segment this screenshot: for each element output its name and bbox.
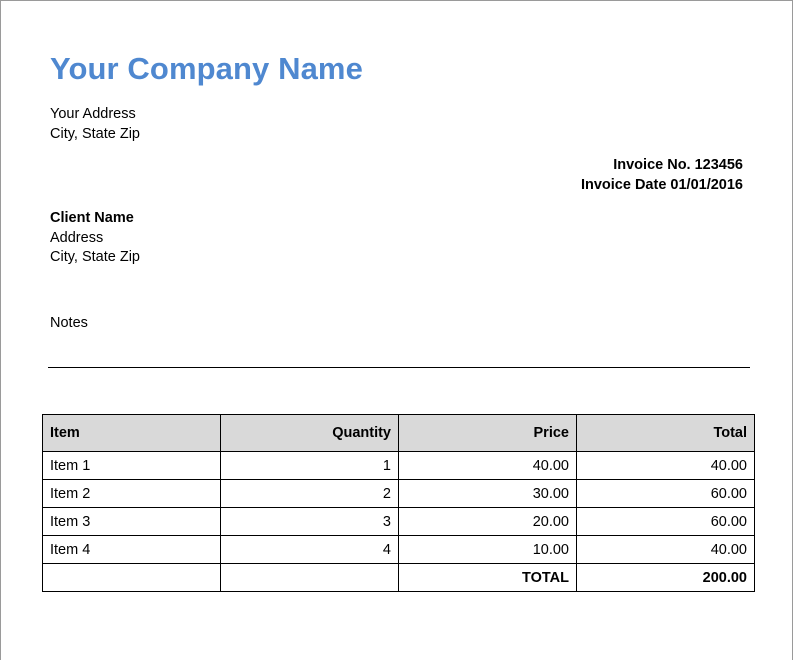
row-total: 60.00 <box>576 507 755 536</box>
client-name: Client Name <box>50 210 134 226</box>
row-quantity: 3 <box>220 507 399 536</box>
row-total: 40.00 <box>576 535 755 564</box>
table-row: Item 2 2 30.00 60.00 <box>42 479 755 508</box>
header-item: Item <box>42 414 221 452</box>
total-row-empty-quantity <box>220 563 399 592</box>
invoice-date: Invoice Date 01/01/2016 <box>580 177 743 193</box>
row-item: Item 4 <box>42 535 221 564</box>
total-value: 200.00 <box>576 563 755 592</box>
table-row: Item 4 4 10.00 40.00 <box>42 535 755 564</box>
company-city-state-zip: City, State Zip <box>50 126 140 142</box>
client-city-state-zip: City, State Zip <box>50 249 140 265</box>
table-total-row: TOTAL 200.00 <box>42 563 755 592</box>
header-price: Price <box>398 414 577 452</box>
total-label: TOTAL <box>398 563 577 592</box>
notes-label: Notes <box>50 315 88 331</box>
row-item: Item 1 <box>42 451 221 480</box>
row-price: 40.00 <box>398 451 577 480</box>
notes-divider <box>48 367 750 368</box>
table-row: Item 1 1 40.00 40.00 <box>42 451 755 480</box>
invoice-meta: Invoice No. 123456 Invoice Date 01/01/20… <box>581 155 743 195</box>
client-address: Address <box>50 230 104 246</box>
row-price: 20.00 <box>398 507 577 536</box>
row-quantity: 1 <box>220 451 399 480</box>
company-address: Your Address <box>50 106 136 122</box>
row-total: 60.00 <box>576 479 755 508</box>
row-item: Item 2 <box>42 479 221 508</box>
table-row: Item 3 3 20.00 60.00 <box>42 507 755 536</box>
items-table: Item Quantity Price Total Item 1 1 40.00… <box>42 414 755 592</box>
header-total: Total <box>576 414 755 452</box>
row-total: 40.00 <box>576 451 755 480</box>
table-header-row: Item Quantity Price Total <box>42 414 755 452</box>
row-price: 10.00 <box>398 535 577 564</box>
company-name: Your Company Name <box>50 51 363 86</box>
row-quantity: 2 <box>220 479 399 508</box>
row-item: Item 3 <box>42 507 221 536</box>
invoice-number: Invoice No. 123456 <box>613 157 743 173</box>
header-quantity: Quantity <box>220 414 399 452</box>
total-row-empty-item <box>42 563 221 592</box>
row-quantity: 4 <box>220 535 399 564</box>
row-price: 30.00 <box>398 479 577 508</box>
